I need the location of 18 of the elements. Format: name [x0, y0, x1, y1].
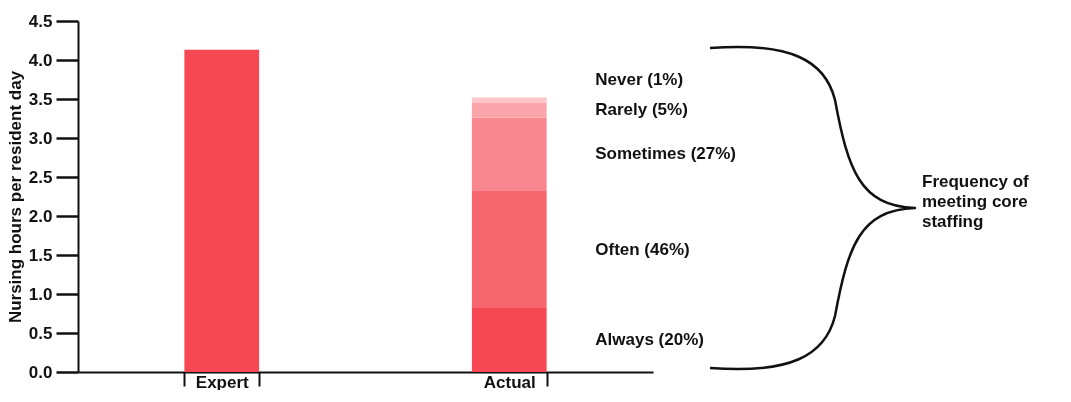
- text: Never (1%): [595, 70, 684, 90]
- y-tick-label: 1.0: [28, 284, 53, 304]
- y-tick-label: 2.5: [28, 167, 53, 187]
- y-tick-label: 4.5: [28, 11, 53, 31]
- y-axis-title: Nursing hours per resident day: [5, 70, 25, 324]
- text: Always (20%): [595, 330, 704, 350]
- y-tick-label: 1.5: [28, 245, 53, 265]
- text: Often (46%): [595, 239, 690, 259]
- text: Sometimes (27%): [595, 144, 737, 164]
- y-tick-label: 4.0: [28, 50, 53, 70]
- y-tick-label: 0.0: [28, 362, 53, 382]
- y-tick-label: 2.0: [28, 206, 53, 226]
- y-tick-label: 3.0: [28, 128, 53, 148]
- text: Rarely (5%): [595, 100, 688, 120]
- y-tick-label: 0.5: [28, 323, 53, 343]
- x-tick-label: Actual: [483, 372, 536, 392]
- y-tick-label: 3.5: [28, 89, 53, 109]
- text: Frequency of meeting core staffing: [922, 172, 1030, 232]
